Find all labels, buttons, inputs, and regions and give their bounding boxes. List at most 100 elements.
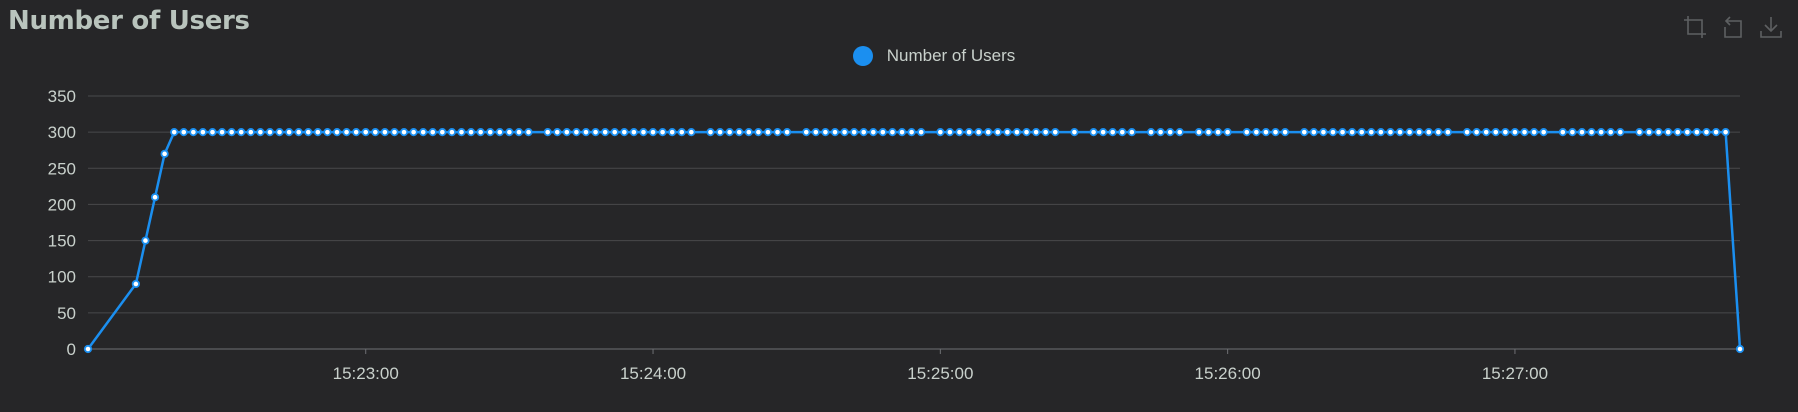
data-point: [581, 128, 591, 137]
data-point: [256, 128, 265, 137]
data-point: [246, 128, 255, 137]
data-point: [1089, 128, 1098, 137]
data-point: [447, 128, 457, 137]
data-point: [859, 128, 868, 137]
data-point: [150, 193, 160, 202]
data-point: [1156, 128, 1165, 137]
data-point: [428, 128, 437, 137]
data-point: [964, 128, 974, 137]
data-point: [285, 128, 294, 137]
data-point: [1510, 128, 1520, 137]
data-point: [361, 128, 370, 137]
data-point: [466, 128, 476, 137]
y-tick-label: 150: [48, 232, 76, 251]
data-point: [639, 128, 648, 137]
data-point: [495, 128, 504, 137]
legend-marker: [852, 46, 873, 66]
data-point: [1539, 128, 1548, 137]
data-point: [821, 128, 830, 137]
legend-label: Number of Users: [886, 46, 1016, 65]
data-point: [332, 128, 342, 137]
data-point: [1568, 128, 1577, 137]
data-point: [1702, 128, 1711, 137]
data-point: [1415, 128, 1424, 137]
download-icon[interactable]: [1758, 14, 1784, 40]
data-point: [601, 128, 610, 137]
data-point: [1462, 128, 1472, 137]
zoom-icon[interactable]: [1682, 14, 1708, 40]
data-point: [984, 128, 993, 137]
data-point: [1635, 128, 1644, 137]
data-point: [936, 128, 945, 137]
data-point: [735, 128, 744, 137]
data-point: [1482, 128, 1491, 137]
data-point: [648, 128, 658, 137]
data-point: [1146, 128, 1156, 137]
data-point: [1587, 128, 1596, 137]
data-point: [1735, 344, 1745, 354]
data-point: [486, 128, 495, 137]
data-point: [1166, 128, 1175, 137]
data-point: [658, 128, 667, 137]
data-point: [562, 128, 571, 137]
data-point: [524, 128, 533, 137]
data-point: [1501, 128, 1510, 137]
data-point: [352, 128, 361, 137]
x-tick-label: 15:27:00: [1482, 364, 1548, 383]
data-point: [840, 128, 849, 137]
data-point: [1252, 128, 1261, 137]
data-point: [1472, 128, 1481, 137]
data-point: [371, 128, 380, 137]
data-point: [543, 128, 552, 137]
data-point: [1367, 128, 1376, 137]
data-point: [457, 128, 466, 137]
data-point: [1127, 128, 1136, 137]
data-point: [974, 128, 983, 137]
data-point: [1300, 128, 1309, 137]
data-point: [514, 128, 524, 137]
y-tick-label: 50: [57, 304, 76, 323]
data-point: [1003, 128, 1012, 137]
data-point: [189, 128, 198, 137]
data-point: [170, 128, 179, 137]
data-point: [313, 128, 322, 137]
zoom-reset-icon[interactable]: [1720, 14, 1746, 40]
data-point: [304, 128, 313, 137]
data-point: [380, 128, 389, 137]
data-point: [1405, 128, 1414, 137]
x-tick-label: 15:24:00: [620, 364, 686, 383]
chart-toolbox: [1682, 14, 1784, 40]
data-point: [1434, 128, 1443, 137]
x-tick-label: 15:26:00: [1195, 364, 1261, 383]
data-point: [237, 128, 246, 137]
data-point: [1606, 128, 1615, 137]
data-point: [179, 128, 188, 137]
data-point: [1424, 128, 1433, 137]
data-point: [1319, 128, 1328, 137]
data-point: [1357, 128, 1366, 137]
data-point: [419, 128, 428, 137]
data-point: [1118, 128, 1127, 137]
data-point: [390, 128, 399, 137]
data-point: [323, 128, 332, 137]
data-point: [342, 128, 351, 137]
data-point: [1070, 128, 1079, 137]
x-tick-label: 15:25:00: [907, 364, 973, 383]
data-point: [198, 128, 208, 137]
data-point: [1673, 128, 1682, 137]
data-point: [131, 279, 140, 289]
data-point: [620, 128, 629, 137]
data-point: [1099, 128, 1108, 137]
x-tick-label: 15:23:00: [333, 364, 399, 383]
data-point: [1721, 128, 1730, 137]
data-point: [1261, 128, 1271, 137]
y-tick-label: 100: [48, 268, 76, 287]
legend-item-number-of-users[interactable]: Number of Users: [852, 46, 1016, 66]
data-point: [160, 149, 169, 158]
data-point: [1644, 128, 1654, 137]
data-point: [1616, 128, 1625, 137]
data-point: [1194, 128, 1204, 137]
data-point: [1108, 128, 1117, 137]
data-point: [1213, 128, 1223, 137]
